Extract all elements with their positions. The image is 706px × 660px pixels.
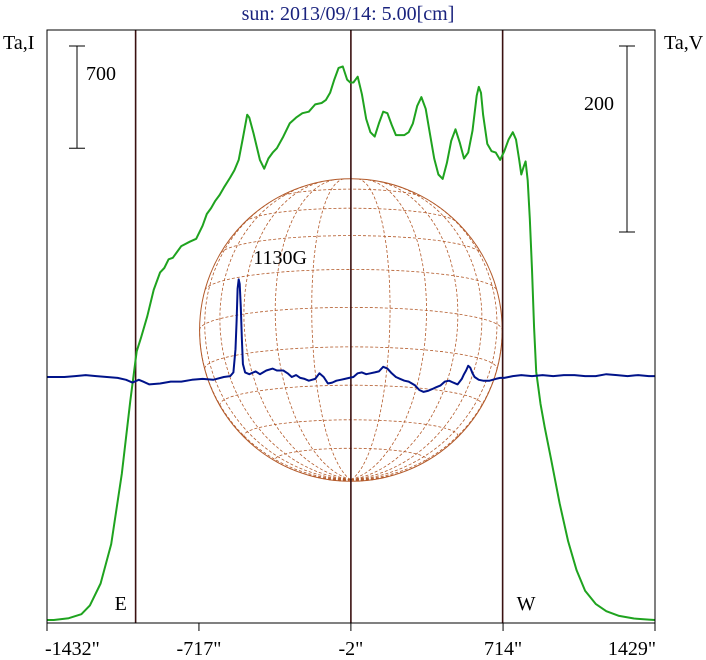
x-axis: -1432" -717" -2" 714" 1429" [45,623,656,660]
x-tick-label: 1429" [608,638,656,660]
limb-label-E: E [115,593,127,615]
series-I [47,65,656,621]
chart-title: sun: 2013/09/14: 5.00[cm] [242,3,455,25]
longitude-line [277,462,351,481]
scale-bar-I-label: 700 [86,63,116,85]
longitude-line [243,180,351,480]
longitude-line [311,178,352,480]
longitude-line [350,462,425,481]
longitude-line [199,329,351,480]
longitude-line [350,200,498,480]
longitude-line [274,179,352,480]
annotations: 1130G [253,247,307,269]
series-V [47,278,655,393]
limb-label-W: W [517,593,536,615]
right-axis-label: Ta,V [664,32,704,54]
longitude-line [350,479,363,482]
longitude-line [350,183,483,480]
x-tick-label: -2" [338,638,363,660]
x-tick-label: -1432" [45,638,100,660]
scale-bars: 700 200 [69,45,635,233]
x-tick-label: 714" [484,638,522,660]
longitude-line [350,178,391,480]
longitude-line [350,179,427,480]
x-tick-label: -717" [177,638,222,660]
longitude-line [219,183,351,480]
left-axis-label: Ta,I [3,32,34,54]
scale-bar-V-label: 200 [584,93,614,115]
longitude-line [204,200,351,480]
series-lines [47,65,656,621]
annotation-label: 1130G [253,247,307,269]
longitude-line [350,329,503,480]
longitude-line [350,180,459,480]
